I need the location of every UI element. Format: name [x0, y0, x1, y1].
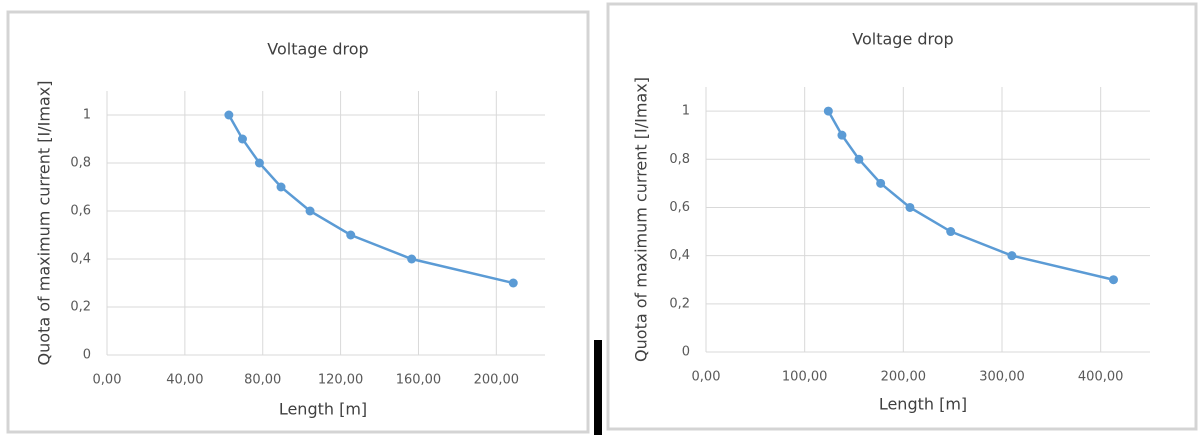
- data-point: [305, 206, 315, 216]
- chart-panel: [6, 10, 590, 434]
- data-point: [276, 182, 286, 192]
- data-point: [1108, 275, 1118, 285]
- y-tick-label: 0,4: [669, 248, 690, 263]
- chart-title: Voltage drop: [852, 30, 953, 49]
- chart-title: Voltage drop: [267, 40, 368, 59]
- y-tick-label: 1: [83, 108, 91, 123]
- y-tick-label: 0,2: [70, 300, 91, 315]
- y-tick-label: 0,2: [669, 296, 690, 311]
- data-point: [854, 154, 864, 164]
- x-tick-label: 80,00: [244, 373, 281, 388]
- data-point: [224, 110, 234, 120]
- data-point: [254, 158, 264, 168]
- y-tick-label: 0,6: [70, 204, 91, 219]
- data-point: [508, 278, 518, 288]
- x-tick-label: 200,00: [881, 370, 927, 385]
- data-point: [876, 178, 886, 188]
- y-tick-label: 0: [83, 348, 91, 363]
- x-axis-label: Length [m]: [279, 400, 367, 419]
- y-axis-label: Quota of maximum current [I/Imax]: [632, 77, 651, 362]
- data-point: [1007, 251, 1017, 261]
- y-tick-label: 0,4: [70, 252, 91, 267]
- y-tick-label: 1: [682, 104, 690, 119]
- data-point: [905, 202, 915, 212]
- data-point: [407, 254, 417, 264]
- x-tick-label: 100,00: [782, 370, 828, 385]
- data-point: [823, 106, 833, 116]
- chart-panel: [606, 2, 1198, 431]
- y-axis-label: Quota of maximum current [I/Imax]: [35, 81, 54, 366]
- divider: [594, 340, 602, 435]
- data-line: [827, 110, 1114, 281]
- x-tick-label: 400,00: [1078, 370, 1124, 385]
- x-tick-label: 120,00: [318, 373, 364, 388]
- data-line: [227, 114, 514, 285]
- data-point: [946, 227, 956, 237]
- x-tick-label: 160,00: [396, 373, 442, 388]
- x-axis-label: Length [m]: [879, 395, 967, 414]
- data-point: [237, 134, 247, 144]
- y-tick-label: 0: [682, 345, 690, 360]
- y-tick-label: 0,8: [669, 152, 690, 167]
- y-tick-label: 0,6: [669, 200, 690, 215]
- x-tick-label: 300,00: [979, 370, 1025, 385]
- data-point: [837, 130, 847, 140]
- x-tick-label: 40,00: [166, 373, 203, 388]
- data-point: [346, 230, 356, 240]
- x-tick-label: 0,00: [692, 370, 721, 385]
- x-tick-label: 200,00: [474, 373, 520, 388]
- x-tick-label: 0,00: [93, 373, 122, 388]
- y-tick-label: 0,8: [70, 156, 91, 171]
